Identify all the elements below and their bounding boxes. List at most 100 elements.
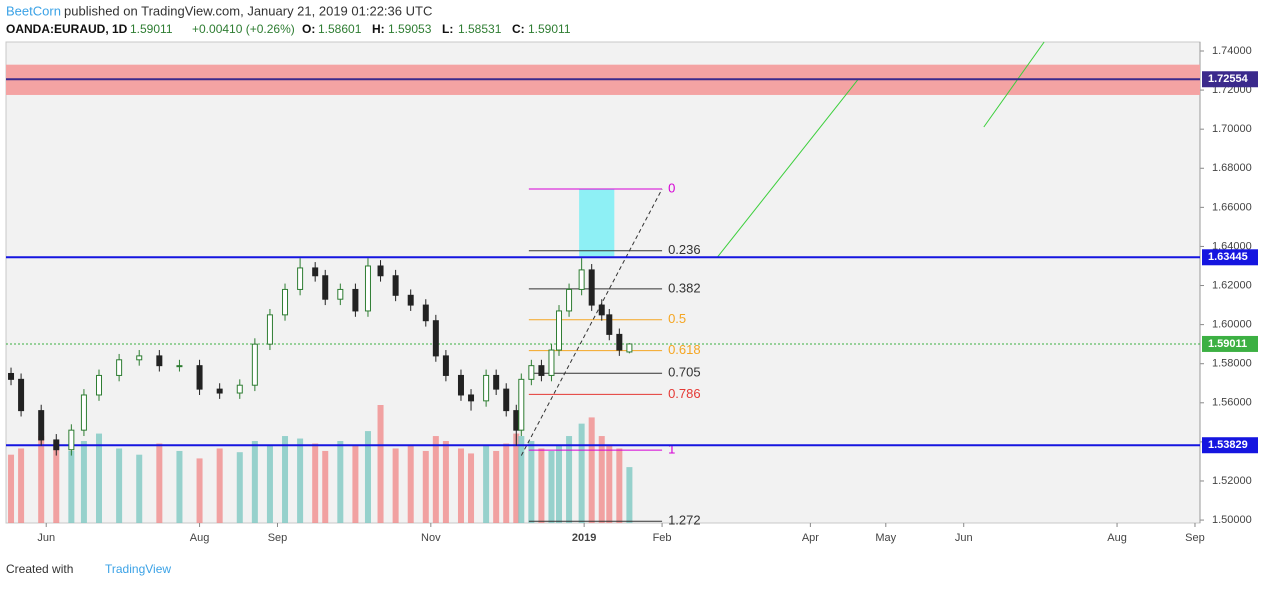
volume-bar <box>251 441 258 523</box>
candle-body <box>337 288 344 300</box>
fib-label: 0.618 <box>668 342 701 357</box>
price-tag-label: 1.53829 <box>1208 439 1248 451</box>
volume-bar <box>518 436 525 523</box>
volume-bar <box>598 436 605 523</box>
candle-body <box>8 372 15 380</box>
price-tag-label: 1.63445 <box>1208 251 1248 263</box>
candle-body <box>68 429 75 451</box>
quote-value: 1.58531 <box>458 22 502 36</box>
x-tick-label: Nov <box>421 532 441 544</box>
candle-body <box>251 343 258 386</box>
volume-bar <box>616 448 623 523</box>
candle-body <box>364 265 371 312</box>
candle-body <box>136 355 143 361</box>
x-tick-label: Sep <box>1185 532 1205 544</box>
candle-body <box>266 314 273 345</box>
volume-bar <box>457 448 464 523</box>
trendline <box>520 188 663 456</box>
candle-body <box>578 269 585 290</box>
candle-body <box>377 265 384 277</box>
fib-label: 0.382 <box>668 280 701 295</box>
candle-body <box>566 288 573 312</box>
price-tag-label: 1.72554 <box>1208 73 1249 85</box>
x-tick-label: Apr <box>802 532 819 544</box>
volume-bar <box>176 450 183 523</box>
volume-bar <box>432 436 439 523</box>
candle-body <box>322 275 329 300</box>
x-tick-label: Feb <box>653 532 672 544</box>
volume-bar <box>578 423 585 523</box>
published: published on TradingView.com, January 21… <box>64 3 432 18</box>
candle-body <box>432 320 439 357</box>
candle-body <box>392 275 399 296</box>
quote-label: H: <box>372 22 385 36</box>
y-tick-label: 1.58000 <box>1212 358 1252 370</box>
y-tick-label: 1.50000 <box>1212 514 1252 526</box>
candle-body <box>556 310 563 351</box>
candle-body <box>483 374 490 402</box>
volume-bar <box>297 438 304 523</box>
y-tick-label: 1.70000 <box>1212 123 1252 135</box>
volume-bar <box>96 433 103 523</box>
volume-bar <box>377 405 384 523</box>
quote-value: 1.58601 <box>318 22 362 36</box>
price-tag <box>1202 249 1258 266</box>
volume-bar <box>503 443 510 523</box>
author[interactable]: BeetCorn <box>6 3 61 18</box>
candle-body <box>80 394 87 431</box>
volume-bar <box>548 450 555 523</box>
volume-bar <box>352 445 359 523</box>
candle-body <box>18 378 25 412</box>
price-tag <box>1202 71 1258 88</box>
fib-label: 0 <box>668 180 675 195</box>
trendline <box>983 41 1045 128</box>
volume-bar <box>513 433 520 523</box>
fib-label: 1.272 <box>668 513 701 528</box>
brand[interactable]: TradingView <box>105 562 171 576</box>
created-with: Created with <box>6 562 73 576</box>
volume-bar <box>216 448 223 523</box>
quote-label: C: <box>512 22 525 36</box>
candle-body <box>176 365 183 368</box>
x-tick-label: Sep <box>268 532 288 544</box>
volume-bar <box>422 450 429 523</box>
volume-bar <box>322 450 329 523</box>
volume-bar <box>606 445 613 523</box>
volume-bar <box>116 448 123 523</box>
volume-bar <box>312 443 319 523</box>
quote-label: O: <box>302 22 315 36</box>
candle-body <box>422 304 429 322</box>
volume-bar <box>556 445 563 523</box>
candle-body <box>528 365 535 380</box>
candle-body <box>116 359 123 376</box>
volume-bar <box>236 452 243 523</box>
x-tick-label: Jun <box>37 532 55 544</box>
candle-body <box>598 304 605 316</box>
candle-body <box>457 374 464 396</box>
candle-body <box>53 439 60 451</box>
volume-bar <box>196 458 203 523</box>
candle-body <box>236 384 243 394</box>
last-price: 1.59011 <box>130 22 173 36</box>
fib-label: 1 <box>668 442 675 457</box>
volume-bar <box>566 436 573 523</box>
candle-body <box>312 267 319 277</box>
volume-bar <box>18 448 25 523</box>
volume-bar <box>407 445 414 523</box>
volume-bar <box>80 441 87 523</box>
x-tick-label: May <box>875 532 896 544</box>
candle-body <box>538 365 545 376</box>
y-tick-label: 1.56000 <box>1212 397 1252 409</box>
price-tag <box>1202 335 1258 352</box>
quote-value: 1.59053 <box>388 22 432 36</box>
candle-body <box>503 388 510 412</box>
candle-body <box>297 267 304 290</box>
quote-label: L: <box>442 22 453 36</box>
candle-body <box>38 410 45 441</box>
candle-body <box>442 355 449 376</box>
fib-label: 0.705 <box>668 365 701 380</box>
change: +0.00410 (+0.26%) <box>192 22 295 36</box>
candle-body <box>548 349 555 376</box>
candle-body <box>282 288 289 316</box>
